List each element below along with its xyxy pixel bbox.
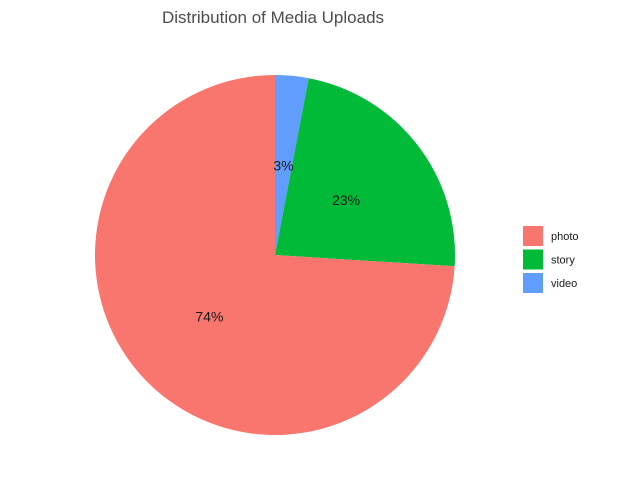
chart-title: Distribution of Media Uploads [162,8,384,27]
pie-slice-story [275,78,455,267]
pie-slice-photo [94,75,455,435]
slice-label-video: 3% [273,157,293,173]
pie-slice-video [275,75,309,255]
legend-key-photo [523,226,543,246]
pie-slice-labels: 3% 23% 74% [195,157,360,324]
legend: photo story video [523,226,579,293]
legend-label-story: story [551,255,575,267]
legend-label-video: video [551,278,577,290]
slice-label-story: 23% [332,192,360,208]
pie-slices [94,75,455,435]
legend-key-story [523,249,543,270]
legend-label-photo: photo [551,231,579,243]
slice-label-photo: 74% [195,309,223,325]
legend-key-video [523,273,543,293]
